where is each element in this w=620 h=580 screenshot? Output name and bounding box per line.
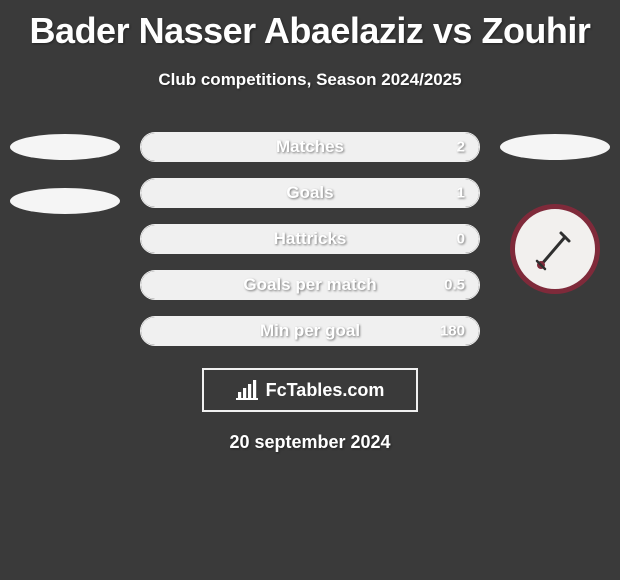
stat-value: 1 — [457, 185, 465, 202]
stat-row-hattricks: Hattricks 0 — [140, 224, 480, 254]
stat-row-goals-per-match: Goals per match 0.5 — [140, 270, 480, 300]
stat-label: Goals per match — [243, 275, 376, 295]
branding-box[interactable]: FcTables.com — [202, 368, 418, 412]
stat-label: Min per goal — [260, 321, 360, 341]
date-label: 20 september 2024 — [0, 432, 620, 453]
club-badge-icon — [510, 204, 600, 294]
stat-row-matches: Matches 2 — [140, 132, 480, 162]
stat-label: Hattricks — [274, 229, 347, 249]
stat-value: 0 — [457, 231, 465, 248]
page-subtitle: Club competitions, Season 2024/2025 — [0, 70, 620, 90]
right-player-col — [490, 132, 620, 294]
bar-chart-icon — [236, 380, 260, 400]
left-player-col — [0, 132, 130, 242]
stats-area: Matches 2 Goals 1 Hattricks 0 Goals per … — [0, 132, 620, 453]
stat-value: 180 — [440, 323, 465, 340]
branding-text: FcTables.com — [266, 380, 385, 401]
stat-label: Matches — [276, 137, 344, 157]
stat-value: 0.5 — [444, 277, 465, 294]
stat-row-goals: Goals 1 — [140, 178, 480, 208]
stat-row-min-per-goal: Min per goal 180 — [140, 316, 480, 346]
player-placeholder-icon — [500, 134, 610, 160]
player-placeholder-icon — [10, 134, 120, 160]
stat-label: Goals — [286, 183, 333, 203]
stat-value: 2 — [457, 139, 465, 156]
page-title: Bader Nasser Abaelaziz vs Zouhir — [0, 0, 620, 52]
player-placeholder-icon — [10, 188, 120, 214]
sword-icon — [531, 225, 579, 273]
